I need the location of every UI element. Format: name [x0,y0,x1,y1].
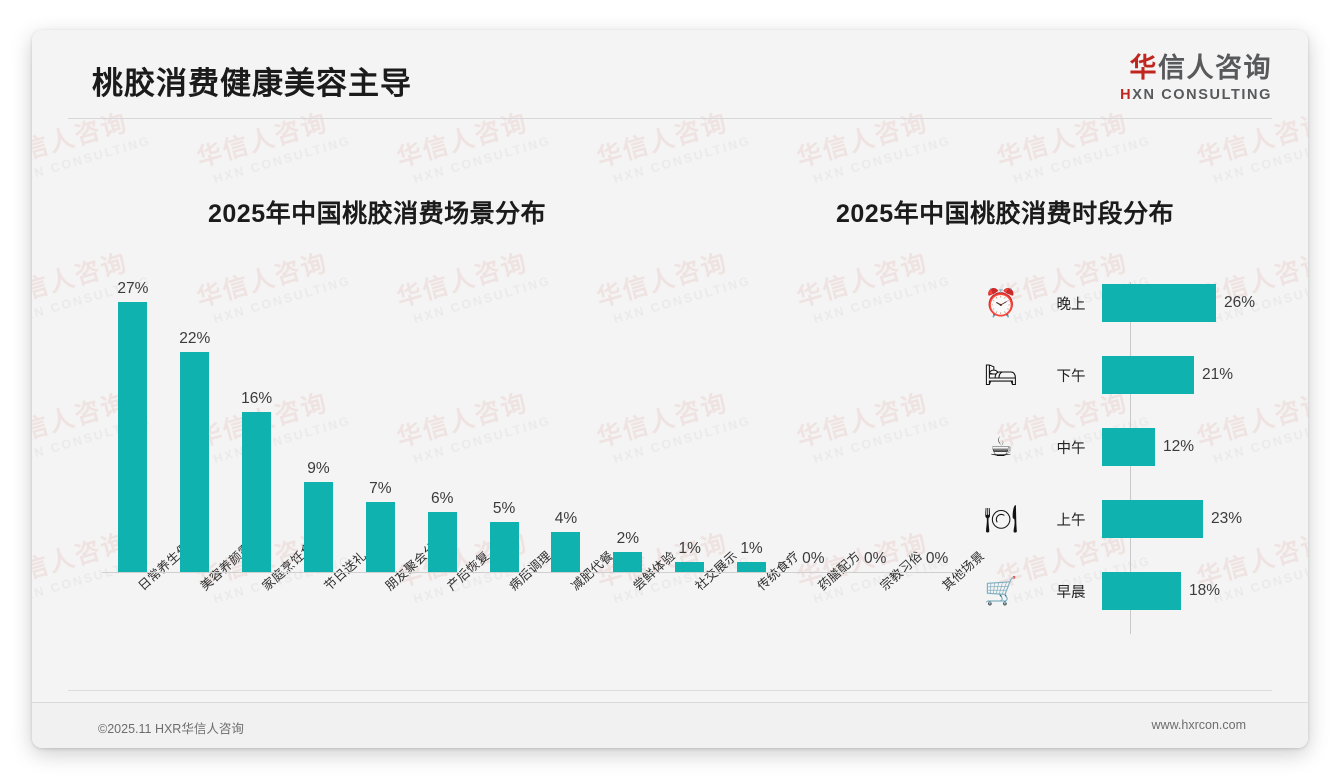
bar[interactable] [427,512,457,572]
bar-column[interactable]: 1% 传统食疗 [721,272,802,593]
bar-column[interactable]: 6% 产后恢复 [411,272,492,593]
timeslot-label: 中午 [1056,440,1086,457]
bar-column[interactable]: 27% 日常养生保健 [102,272,202,593]
timeslot-row[interactable]: ⏰ 晚上 26% [962,276,1282,330]
bar-track: 23% [1102,492,1282,546]
bar[interactable] [242,412,272,572]
bar-value-label: 0% [925,550,949,567]
bar[interactable] [675,562,705,572]
website-url: www.hxrcon.com [1151,718,1246,732]
timeslot-label: 晚上 [1056,296,1086,313]
coffee-mug-icon: ☕ [988,431,1014,462]
timeslot-label: 下午 [1056,368,1086,385]
slide: 华信人咨询 HXN CONSULTING 华信人咨询 HXN CONSULTING 华信… [32,30,1308,748]
bar-value-label: 16% [241,390,273,407]
bar-column[interactable]: 16% 家庭烹饪食用 [226,272,326,593]
bar[interactable] [551,532,581,572]
bar-column[interactable]: 0% 其他场景 [906,272,987,594]
bar[interactable] [304,482,333,572]
copyright-text: ©2025.11 HXR华信人咨询 [98,722,244,736]
bar-value-label: 2% [616,530,639,547]
vertical-chart-baseline [102,572,968,573]
shopping-cart-icon: 🛒 [984,575,1018,606]
bar[interactable] [118,302,148,572]
alarm-clock-icon: ⏰ [984,287,1018,318]
logo-en-rest: XN CONSULTING [1132,87,1272,103]
timeslot-row[interactable]: 🛏 下午 21% [962,348,1282,402]
bar-column[interactable]: 0% 药膳配方 [782,272,863,594]
bar-track: 18% [1102,564,1282,618]
logo-chinese-text: 华信人咨询 [1120,55,1272,82]
bar[interactable] [365,502,395,572]
logo-h-char: H [1120,87,1133,103]
logo-cn-rest: 信人咨询 [1158,53,1272,83]
bar-column[interactable]: 22% 美容养颜需求 [164,272,264,593]
bar-column[interactable]: 4% 减肥代餐 [535,272,616,593]
bar-value-label: 0% [864,550,887,567]
timeslot-label: 上午 [1056,512,1086,529]
bar[interactable] [613,552,643,572]
charts-area: 2025年中国桃胶消费场景分布 2025年中国桃胶消费时段分布 27% 日常养生保… [32,122,1308,682]
footnote-divider [68,690,1272,691]
bar-track: 12% [1102,420,1282,474]
bar-value-label: 0% [802,550,825,567]
bar-value-label: 26% [1224,294,1256,311]
bar-track: 26% [1102,276,1282,330]
consumption-scenario-bar-chart: 27% 日常养生保健 22% 美容养颜需求 16% 家庭烹饪食用 9% 节日送礼 7% 朋友聚会分… [72,272,987,692]
bar-value-label: 21% [1202,366,1234,383]
vertical-bars-container: 27% 日常养生保健 22% 美容养颜需求 16% 家庭烹饪食用 9% 节日送礼 7% 朋友聚会分… [102,272,987,594]
bar-column[interactable]: 5% 病后调理 [473,272,554,593]
bar-value-label: 1% [740,540,763,557]
consumption-timeslot-bar-chart: ⏰ 晚上 26% 🛏 下午 21% ☕ 中午 12% 🍽 上午 23% 🛒 早晨 18% [962,272,1282,672]
timeslot-row[interactable]: ☕ 中午 12% [962,420,1282,474]
bar-value-label: 22% [179,330,211,347]
slide-header: 桃胶消费健康美容主导 华信人咨询 HXN CONSULTING [32,30,1308,122]
bar-value-label: 23% [1211,510,1243,527]
bar-value-label: 5% [492,500,516,517]
bar-value-label: 4% [554,510,578,527]
bar-value-label: 18% [1189,582,1221,599]
header-divider [68,118,1272,119]
bar-value-label: 27% [117,280,149,297]
left-chart-title: 2025年中国桃胶消费场景分布 [208,200,547,228]
bar-column[interactable]: 2% 尝鲜体验 [597,272,678,593]
timeslot-label: 早晨 [1056,584,1086,601]
timeslot-row[interactable]: 🍽 上午 23% [962,492,1282,546]
dinner-plate-icon: 🍽 [983,503,1019,534]
bar[interactable] [1102,356,1194,394]
bar-value-label: 12% [1163,438,1195,455]
bar-value-label: 9% [307,460,330,477]
bar-value-label: 7% [369,480,392,497]
bar-column[interactable]: 0% 宗教习俗 [844,272,925,594]
bar-track: 21% [1102,348,1282,402]
bar[interactable] [1102,572,1181,610]
slide-footer: ©2025.11 HXR华信人咨询 www.hxrcon.com [32,702,1308,748]
right-chart-title: 2025年中国桃胶消费时段分布 [836,200,1175,228]
bar[interactable] [1102,500,1203,538]
bar-column[interactable]: 1% 社交展示 [659,272,740,593]
bar-value-label: 1% [678,540,701,557]
bar-column[interactable]: 9% 节日送礼 [288,272,369,593]
bar[interactable] [489,522,519,572]
bar[interactable] [1102,284,1216,322]
bar[interactable] [1102,428,1155,466]
bar-value-label: 6% [431,490,454,507]
page-title: 桃胶消费健康美容主导 [92,66,412,101]
logo-english-text: HXN CONSULTING [1120,88,1272,103]
logo-hua-char: 华 [1129,53,1158,83]
company-logo: 华信人咨询 HXN CONSULTING [1120,55,1272,103]
bed-icon: 🛏 [983,359,1019,390]
bar[interactable] [180,352,210,572]
bar[interactable] [737,562,767,572]
bar-column[interactable]: 7% 朋友聚会分享 [349,272,449,593]
timeslot-row[interactable]: 🛒 早晨 18% [962,564,1282,618]
